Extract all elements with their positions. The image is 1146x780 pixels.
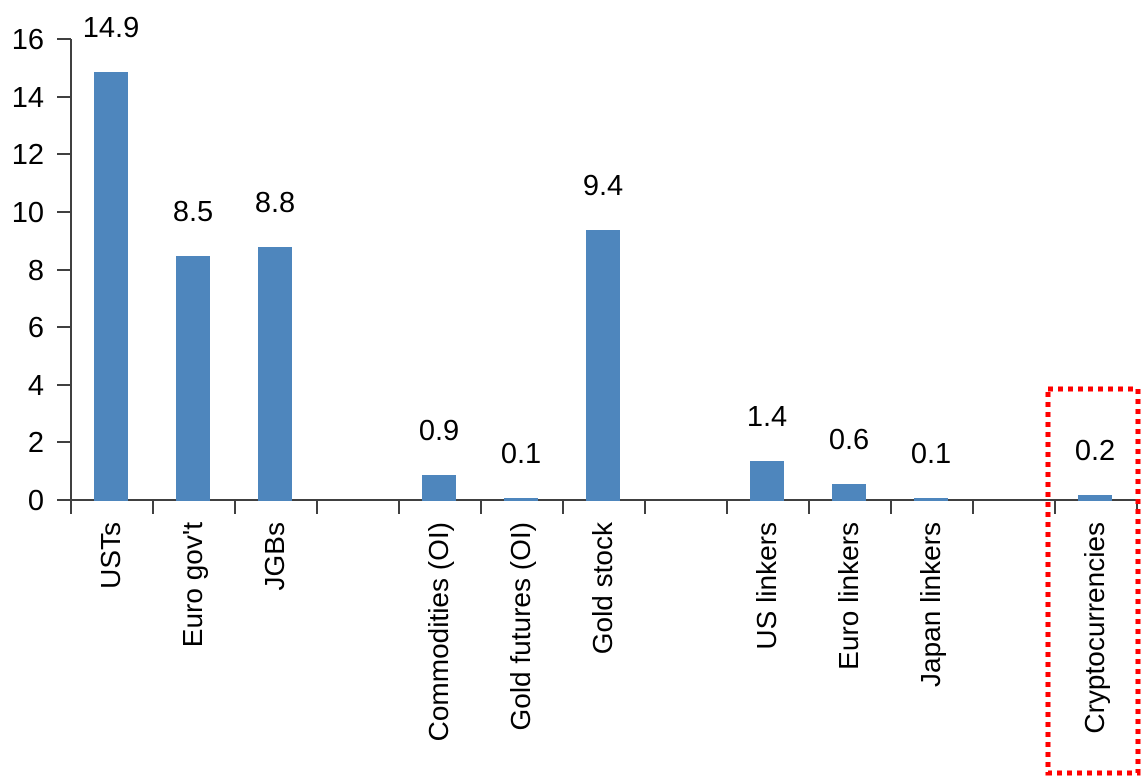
category-label: JGBs xyxy=(259,522,290,591)
y-axis-tick-label: 0 xyxy=(27,485,44,517)
x-axis-tick xyxy=(644,501,646,514)
bar-value-label: 0.6 xyxy=(828,424,870,456)
bar xyxy=(504,498,538,501)
x-axis-tick xyxy=(70,501,72,514)
y-axis-tick xyxy=(57,441,71,444)
bar-value-label: 8.5 xyxy=(172,196,214,228)
bar xyxy=(832,484,866,501)
bar-value-label: 8.8 xyxy=(254,187,296,219)
category-label: Euro gov't xyxy=(177,522,208,648)
bar-value-label: 0.1 xyxy=(500,438,542,470)
y-axis-tick xyxy=(57,38,71,40)
bar xyxy=(94,72,128,501)
y-axis-tick-label: 8 xyxy=(27,254,44,287)
category-label: Gold futures (OI) xyxy=(505,522,536,731)
bar xyxy=(422,475,456,501)
category-label: Japan linkers xyxy=(915,522,946,687)
highlight-rect xyxy=(1045,386,1141,776)
y-axis-tick xyxy=(57,326,71,329)
y-axis-tick xyxy=(57,153,71,156)
bar-value-label: 1.4 xyxy=(746,401,788,433)
y-axis-tick-label: 12 xyxy=(11,139,44,172)
bar xyxy=(258,247,292,501)
bar xyxy=(750,461,784,501)
bar-value-label: 0.9 xyxy=(418,415,460,447)
bar-value-label: 9.4 xyxy=(582,170,624,202)
x-axis-tick xyxy=(152,501,154,514)
y-axis-tick xyxy=(57,210,71,213)
y-axis-tick-label: 10 xyxy=(11,196,44,229)
y-axis-tick xyxy=(57,499,71,501)
y-axis-tick-label: 2 xyxy=(27,427,44,460)
x-axis-tick xyxy=(1136,501,1138,514)
x-axis-tick xyxy=(316,501,318,514)
category-label: US linkers xyxy=(751,522,782,650)
bar-value-label: 14.9 xyxy=(82,12,140,44)
bar-value-label: 0.2 xyxy=(1074,435,1116,467)
y-axis-tick-label: 16 xyxy=(11,24,44,56)
x-axis-tick xyxy=(234,501,236,514)
y-axis-tick xyxy=(57,268,71,271)
x-axis-tick xyxy=(1054,501,1056,514)
x-axis-tick xyxy=(726,501,728,514)
y-axis-line xyxy=(70,39,72,503)
x-axis-tick xyxy=(808,501,810,514)
category-label: Commodities (OI) xyxy=(423,522,454,742)
x-axis-tick xyxy=(480,501,482,514)
y-axis-tick-label: 6 xyxy=(27,312,44,345)
y-axis-tick xyxy=(57,95,71,98)
category-label: Euro linkers xyxy=(833,522,864,670)
y-axis-tick xyxy=(57,383,71,386)
y-axis-tick-label: 4 xyxy=(27,369,44,402)
x-axis-tick xyxy=(890,501,892,514)
bar xyxy=(1078,495,1112,501)
bar xyxy=(586,230,620,501)
y-axis-tick-label: 14 xyxy=(11,81,44,114)
bar xyxy=(914,498,948,501)
bar xyxy=(176,256,210,501)
highlight-box xyxy=(1045,386,1141,776)
x-axis-tick xyxy=(562,501,564,514)
category-label: Gold stock xyxy=(587,522,618,655)
x-axis-tick xyxy=(972,501,974,514)
category-label: USTs xyxy=(95,522,126,589)
bar-value-label: 0.1 xyxy=(910,438,952,470)
x-axis-tick xyxy=(398,501,400,514)
